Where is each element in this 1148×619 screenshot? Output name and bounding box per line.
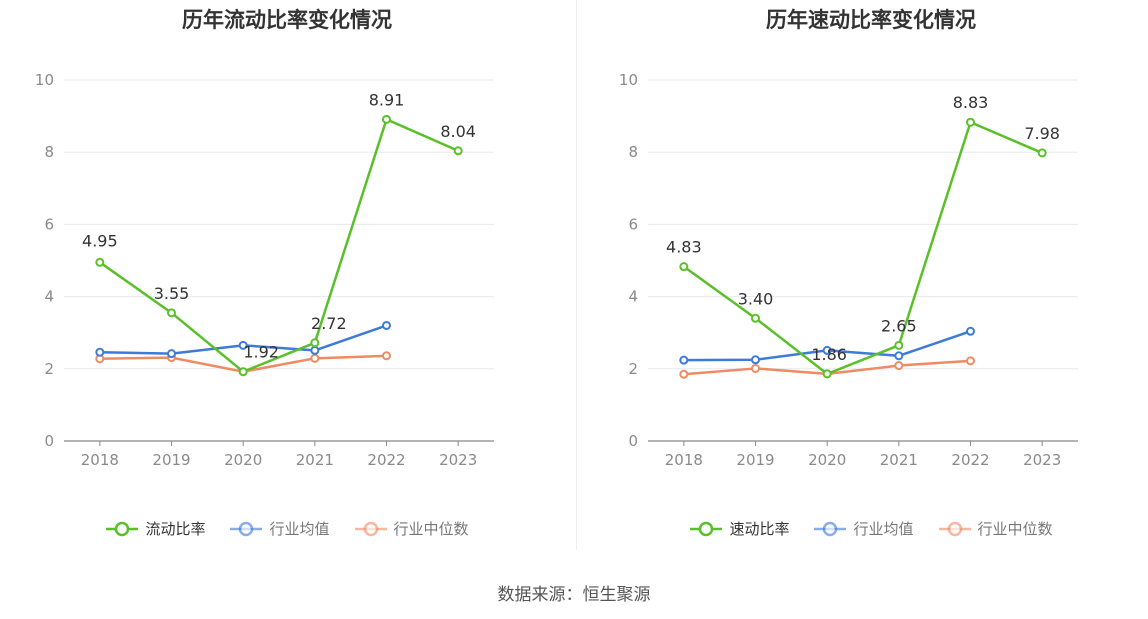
data-point[interactable]: [751, 355, 760, 365]
legend-label: 流动比率: [145, 520, 206, 538]
chart-title: 历年流动比率变化情况: [182, 8, 392, 32]
chart-plot-area: 0 2 4 6 8 10 2018 2019 2020 2021 2022 2023 4.83 3.40 1…: [619, 71, 1078, 469]
data-label: 2.65: [881, 316, 917, 335]
data-point[interactable]: [1037, 148, 1047, 158]
x-tick-label: 2022: [367, 451, 405, 469]
data-label: 2.72: [311, 314, 347, 333]
data-point[interactable]: [966, 117, 975, 127]
data-point[interactable]: [382, 320, 391, 330]
y-tick-label: 6: [628, 215, 638, 233]
data-point[interactable]: [310, 338, 320, 348]
data-label: 8.91: [369, 90, 405, 109]
data-point[interactable]: [453, 146, 463, 156]
legend-item[interactable]: 行业中位数: [354, 518, 469, 539]
x-tick-label: 2020: [808, 451, 846, 469]
data-label: 8.83: [953, 93, 989, 112]
x-tick-label: 2020: [224, 451, 262, 469]
y-tick-label: 6: [44, 215, 54, 233]
y-tick-label: 10: [619, 71, 638, 89]
current-ratio-chart: 历年流动比率变化情况 0 2 4 6 8 10 2018 2019 2020 2021 2022 20…: [0, 0, 574, 560]
data-point[interactable]: [95, 257, 105, 267]
data-label: 1.86: [811, 345, 847, 364]
data-point[interactable]: [238, 367, 248, 377]
data-label: 1.92: [243, 343, 279, 362]
series-line: [99, 118, 459, 373]
data-label: 4.95: [82, 231, 118, 250]
chart-title: 历年速动比率变化情况: [766, 8, 976, 32]
legend-marker-icon: [814, 521, 847, 536]
data-point[interactable]: [679, 262, 689, 272]
x-tick-label: 2023: [439, 451, 477, 469]
y-tick-label: 10: [35, 71, 54, 89]
data-point[interactable]: [822, 369, 832, 379]
y-tick-label: 8: [628, 143, 638, 161]
data-point[interactable]: [310, 353, 320, 363]
legend-marker-icon: [690, 521, 723, 536]
data-point[interactable]: [751, 313, 760, 323]
legend-label: 行业均值: [853, 520, 914, 538]
data-point[interactable]: [751, 363, 760, 373]
y-tick-label: 4: [44, 288, 54, 306]
data-point[interactable]: [894, 361, 904, 371]
data-point[interactable]: [382, 351, 391, 361]
data-point[interactable]: [95, 347, 105, 357]
legend-item[interactable]: 行业均值: [229, 518, 330, 539]
y-tick-label: 2: [44, 360, 54, 378]
data-source-label: 数据来源：恒生聚源: [497, 585, 651, 605]
data-point[interactable]: [894, 340, 904, 350]
legend-marker-icon: [938, 521, 971, 536]
data-label: 3.55: [154, 284, 190, 303]
legend-marker-icon: [230, 521, 263, 536]
x-tick-label: 2019: [152, 451, 190, 469]
x-tick-label: 2021: [880, 451, 918, 469]
x-tick-label: 2018: [81, 451, 119, 469]
legend-marker-icon: [106, 521, 139, 536]
chart-legend: 流动比率 行业均值 行业中位数: [0, 518, 574, 539]
x-tick-label: 2021: [296, 451, 334, 469]
legend-item[interactable]: 流动比率: [105, 518, 205, 539]
x-tick-label: 2023: [1023, 451, 1061, 469]
legend-label: 行业中位数: [977, 520, 1053, 538]
data-label: 4.83: [666, 238, 702, 257]
data-point[interactable]: [167, 308, 176, 318]
y-tick-label: 0: [628, 432, 638, 450]
data-point[interactable]: [822, 345, 832, 355]
x-tick-label: 2022: [951, 451, 989, 469]
panel-divider: [576, 0, 577, 550]
data-label: 7.98: [1024, 124, 1060, 143]
data-point[interactable]: [167, 349, 176, 359]
legend-item[interactable]: 行业均值: [813, 518, 914, 539]
data-point[interactable]: [310, 345, 320, 355]
legend-label: 行业均值: [269, 520, 330, 538]
y-tick-label: 4: [628, 288, 638, 306]
y-tick-label: 8: [44, 143, 54, 161]
chart-plot-area: 0 2 4 6 8 10 2018 2019 2020 2021 2022 2023 4.95 3.55 1…: [35, 71, 494, 469]
data-point[interactable]: [966, 356, 975, 366]
quick-ratio-chart: 历年速动比率变化情况 0 2 4 6 8 10 2018 2019 2020 2021 2022 20…: [584, 0, 1148, 560]
legend-item[interactable]: 行业中位数: [938, 518, 1053, 539]
data-point[interactable]: [679, 355, 689, 365]
data-point[interactable]: [382, 114, 391, 124]
data-label: 8.04: [440, 122, 476, 141]
data-label: 3.40: [738, 289, 774, 308]
series-line: [683, 120, 1043, 376]
y-tick-label: 2: [628, 360, 638, 378]
data-point[interactable]: [966, 326, 975, 336]
legend-item[interactable]: 速动比率: [689, 518, 789, 539]
y-tick-label: 0: [44, 432, 54, 450]
x-tick-label: 2019: [736, 451, 774, 469]
data-point[interactable]: [894, 351, 904, 361]
legend-marker-icon: [354, 521, 387, 536]
legend-label: 速动比率: [729, 520, 790, 538]
chart-legend: 速动比率 行业均值 行业中位数: [584, 518, 1148, 539]
x-tick-label: 2018: [665, 451, 703, 469]
data-point[interactable]: [679, 369, 689, 379]
data-point[interactable]: [238, 340, 248, 350]
legend-label: 行业中位数: [393, 520, 469, 538]
